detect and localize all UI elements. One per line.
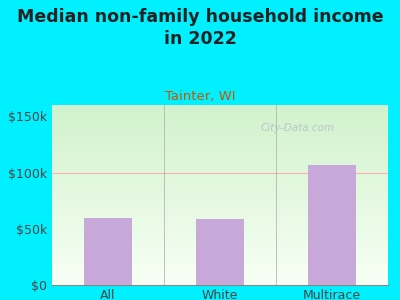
Bar bbox=[196, 219, 244, 285]
Text: Median non-family household income
in 2022: Median non-family household income in 20… bbox=[17, 8, 383, 48]
Text: City-Data.com: City-Data.com bbox=[260, 123, 334, 134]
Text: Tainter, WI: Tainter, WI bbox=[165, 90, 235, 103]
Bar bbox=[84, 218, 132, 285]
Bar bbox=[308, 165, 356, 285]
